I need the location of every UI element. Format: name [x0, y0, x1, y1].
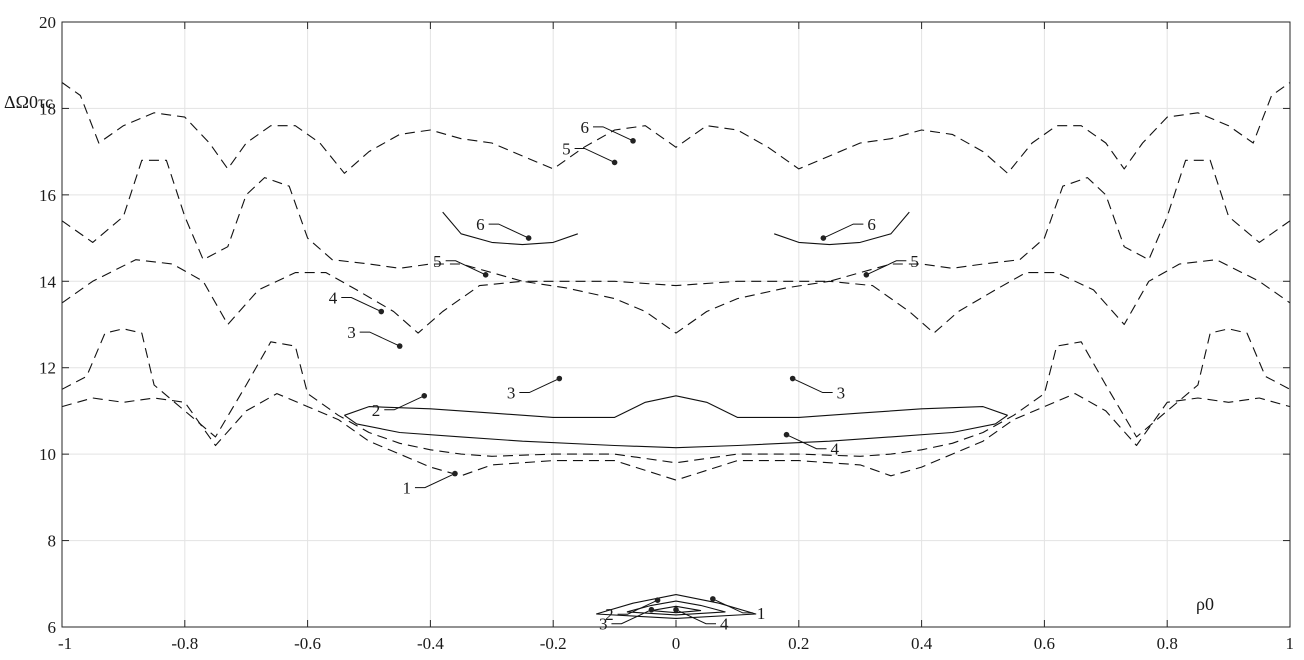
callout-marker [611, 159, 618, 166]
x-tick-label: 0 [672, 634, 681, 653]
callout-label: 4 [831, 440, 840, 459]
callout-marker [710, 596, 716, 602]
callout-leader [384, 395, 425, 411]
callout-marker [421, 393, 428, 399]
inset-contour [651, 605, 702, 614]
solid-contour [344, 414, 1008, 449]
y-tick-label: 20 [39, 13, 56, 32]
x-axis-label: ρ0 [1196, 594, 1214, 614]
solid-contour [442, 211, 578, 246]
callout-label: 3 [507, 384, 516, 403]
callout-leader [341, 297, 382, 312]
x-tick-label: -1 [58, 634, 72, 653]
callout-marker [482, 272, 489, 278]
callout-label: 2 [372, 401, 381, 420]
x-tick-label: 0.8 [1157, 634, 1178, 653]
x-tick-label: -0.6 [294, 634, 321, 653]
y-tick-label: 8 [48, 532, 57, 551]
callout-label: 1 [757, 604, 766, 623]
x-tick-label: -0.4 [417, 634, 444, 653]
dashed-contour [61, 159, 1291, 287]
inset-contour [596, 594, 757, 619]
y-tick-label: 16 [39, 186, 56, 205]
callout-label: 3 [837, 384, 846, 403]
callout-marker [789, 375, 796, 382]
callout-marker [820, 235, 827, 241]
callout-marker [525, 235, 532, 241]
callout-marker [783, 431, 790, 438]
y-axis-label: ΔΩ0τc [4, 92, 53, 112]
solid-contour [344, 395, 1008, 418]
callout-label: 1 [402, 479, 411, 498]
x-tick-label: 0.2 [788, 634, 809, 653]
callout-leader [866, 260, 907, 276]
x-tick-label: 0.6 [1034, 634, 1055, 653]
contour-lines [61, 82, 1291, 619]
dashed-contour [61, 259, 1291, 334]
callout-leader [611, 609, 652, 625]
grid [61, 21, 1291, 628]
callout-label: 3 [599, 615, 608, 634]
callout-label: 5 [910, 252, 919, 271]
callout-marker [556, 375, 563, 382]
callout-label: 6 [476, 215, 485, 234]
callout-leader [712, 598, 753, 614]
y-tick-label: 12 [39, 359, 56, 378]
callout-leader [786, 434, 827, 450]
callout-label: 3 [347, 323, 356, 342]
callout-leader [792, 378, 833, 394]
callout-label: 4 [329, 289, 338, 308]
callout-leader [414, 473, 456, 489]
callout-marker [378, 308, 385, 315]
callout-label: 6 [867, 215, 876, 234]
axis-ticks: -1 -0.8 -0.6 -0.4 -0.2 0 0.2 0.4 0.6 0.8 168101214… [39, 13, 1294, 653]
callout-label: 5 [562, 139, 571, 158]
callout-leader [675, 609, 716, 625]
x-tick-label: 1 [1286, 634, 1295, 653]
x-tick-label: 0.4 [911, 634, 933, 653]
callout-leader [823, 223, 864, 239]
callout-leader [519, 378, 560, 394]
callout-leader [617, 599, 658, 615]
callout-marker [630, 138, 636, 144]
callout-leader [574, 147, 615, 163]
callout-leader [445, 260, 486, 276]
callout-marker [654, 597, 661, 604]
callout-marker [648, 606, 655, 613]
callout-marker [863, 272, 870, 278]
callout-leader [593, 126, 634, 142]
y-tick-label: 6 [48, 618, 57, 637]
callout-marker [452, 470, 458, 477]
dashed-contour [61, 328, 1291, 464]
x-tick-label: -0.2 [540, 634, 567, 653]
callout-label: 6 [581, 118, 590, 137]
x-tick-label: -0.8 [171, 634, 198, 653]
callout-marker [673, 606, 679, 613]
callout-leader [488, 223, 529, 239]
dashed-contour [61, 393, 1291, 481]
y-tick-label: 18 [39, 99, 56, 118]
y-tick-label: 10 [39, 445, 56, 464]
y-tick-label: 14 [39, 272, 57, 291]
callout-label: 5 [433, 252, 442, 271]
axis-labels: ΔΩ0τc ρ0 [4, 92, 1214, 614]
dashed-contour [61, 82, 1291, 174]
callout-marker [396, 343, 403, 349]
callout-label: 4 [720, 615, 729, 634]
solid-contour [774, 211, 910, 246]
inset-contour [626, 600, 726, 616]
callout-leader [359, 331, 400, 347]
callout-label: 2 [605, 605, 614, 624]
